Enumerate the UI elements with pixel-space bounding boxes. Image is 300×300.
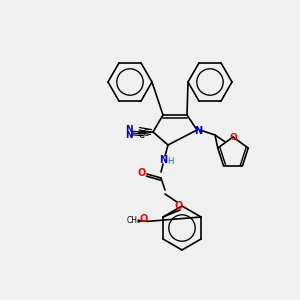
Text: N: N — [194, 126, 202, 136]
Text: O: O — [229, 133, 237, 142]
Text: CH₃: CH₃ — [126, 216, 140, 225]
Text: O: O — [138, 168, 146, 178]
Text: C: C — [143, 130, 149, 139]
Text: H: H — [167, 157, 173, 166]
Text: O: O — [175, 201, 183, 211]
Text: C: C — [138, 131, 144, 140]
Text: N: N — [125, 130, 133, 140]
Text: N: N — [159, 155, 167, 165]
Text: O: O — [139, 214, 147, 224]
Text: N: N — [125, 125, 133, 134]
